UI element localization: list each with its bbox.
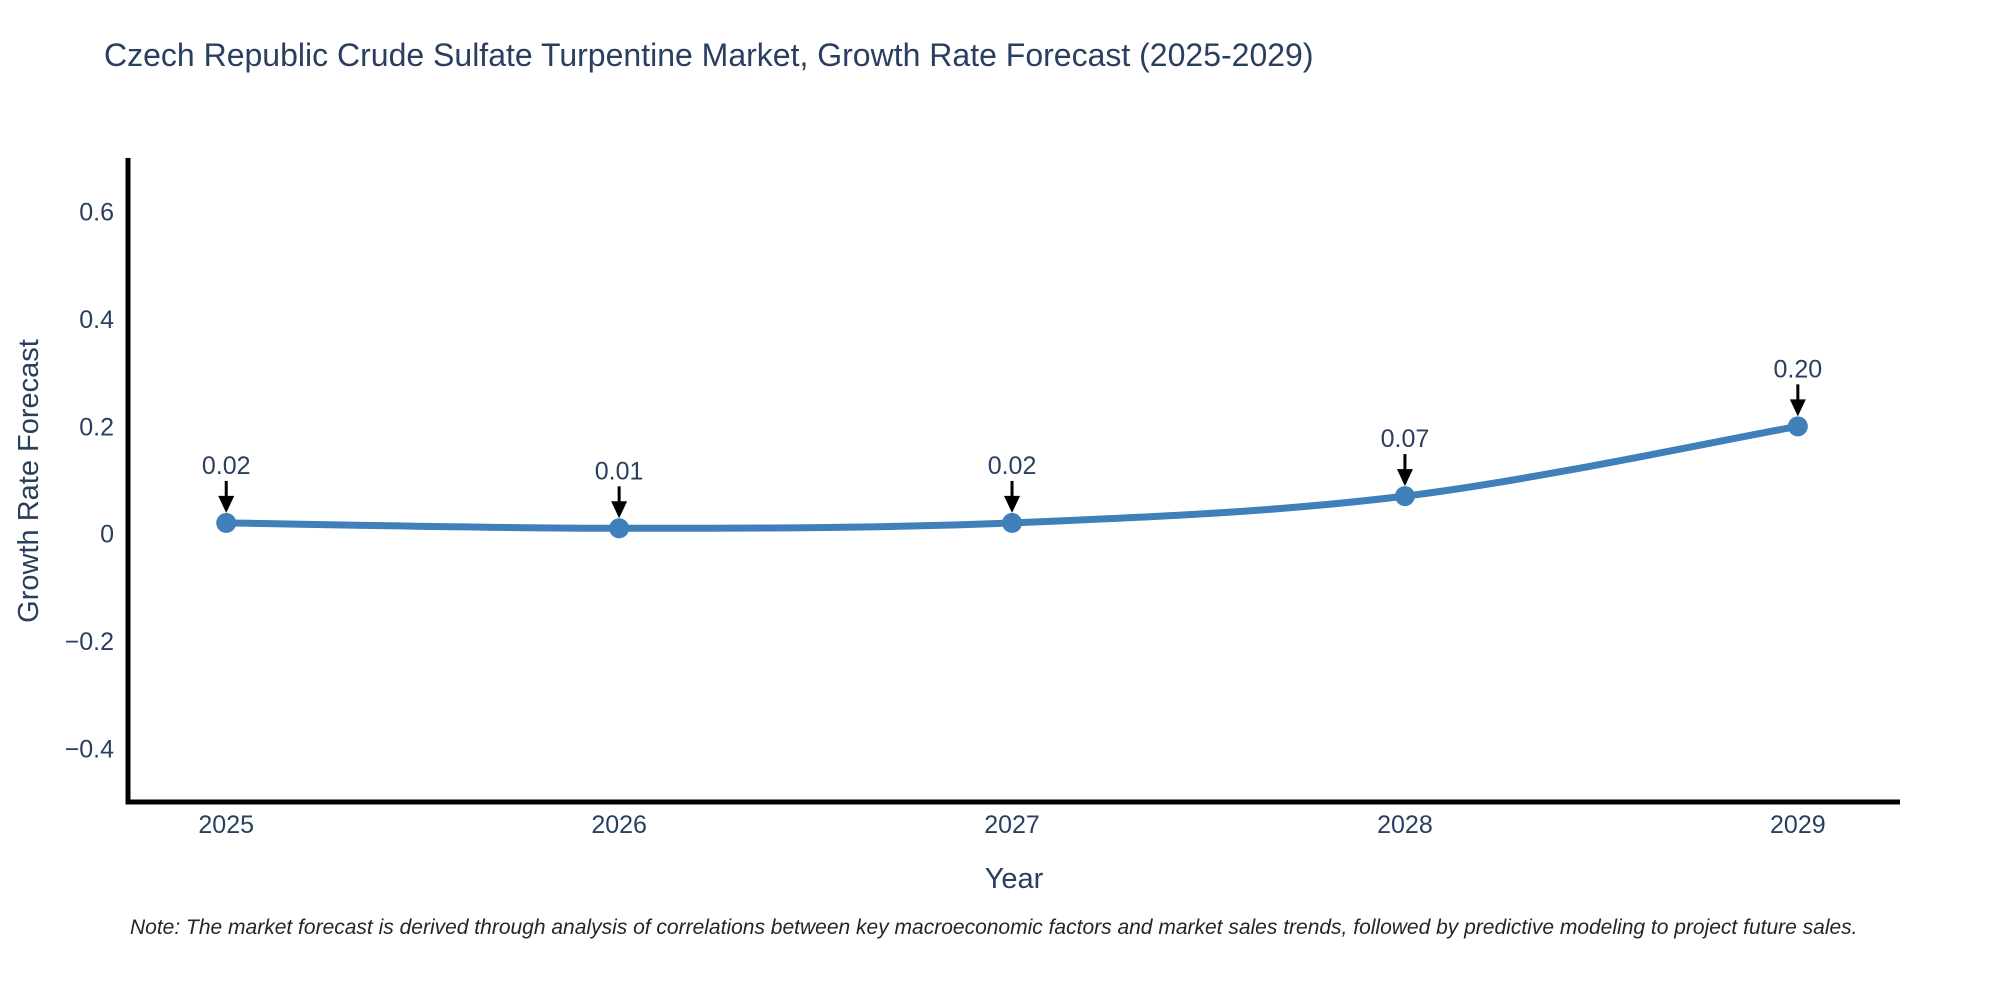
annotations-layer: 0.02 0.01 0.02 0.07 0.20 [202,355,1823,519]
axes-layer [125,158,1900,805]
data-point-label: 0.01 [595,457,644,485]
data-point-marker [1002,512,1023,533]
data-point-label: 0.02 [202,452,251,480]
annotation-arrowhead-icon [1396,469,1413,487]
y-tick-label: −0.2 [65,628,114,656]
x-axis-title: Year [985,863,1044,895]
y-tick-label: −0.4 [65,735,114,763]
data-point-marker [1394,486,1415,507]
annotation-arrowhead-icon [218,495,235,513]
data-point-label: 0.02 [988,452,1037,480]
x-tick-label: 2026 [591,811,647,839]
annotation-arrowhead-icon [1004,495,1021,513]
y-tick-label: 0 [100,521,114,549]
data-point-label: 0.20 [1774,355,1823,383]
chart-title: Czech Republic Crude Sulfate Turpentine … [104,37,1314,73]
footnote: Note: The market forecast is derived thr… [130,916,1858,939]
x-tick-label: 2028 [1377,811,1433,839]
axis-line [125,158,1900,805]
y-axis-title: Growth Rate Forecast [13,339,45,623]
data-point-marker [609,518,630,539]
x-tick-label: 2027 [984,811,1040,839]
annotation-arrowhead-icon [1789,399,1806,417]
annotation-arrowhead-icon [611,501,628,519]
data-point-marker [1787,416,1808,437]
y-tick-label: 0.2 [79,413,114,441]
y-tick-label: 0.6 [79,199,114,227]
data-point-marker [216,512,237,533]
x-tick-label: 2029 [1770,811,1826,839]
data-point-label: 0.07 [1381,425,1430,453]
series-layer [216,416,1808,539]
x-tick-label: 2025 [198,811,254,839]
y-tick-label: 0.4 [79,306,114,334]
